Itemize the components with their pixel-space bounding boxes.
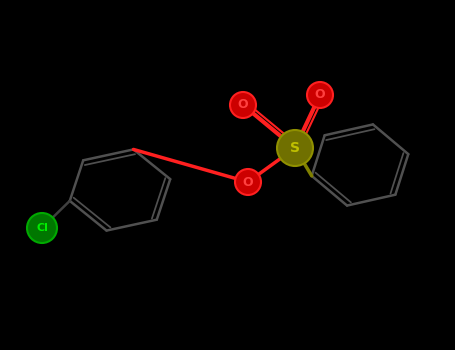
Text: S: S (290, 141, 300, 155)
Circle shape (307, 82, 333, 108)
Text: O: O (238, 98, 248, 112)
Circle shape (27, 213, 57, 243)
Text: Cl: Cl (36, 223, 48, 233)
Circle shape (230, 92, 256, 118)
Circle shape (235, 169, 261, 195)
Circle shape (277, 130, 313, 166)
Text: O: O (243, 175, 253, 189)
Text: O: O (315, 89, 325, 101)
